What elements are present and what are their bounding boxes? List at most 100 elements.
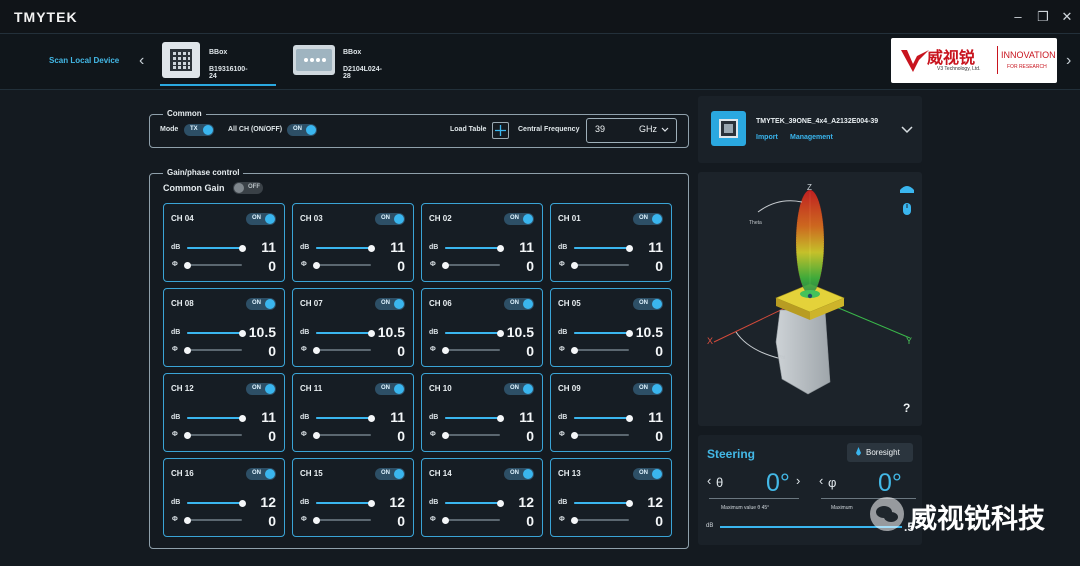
phase-slider[interactable] [570, 516, 629, 524]
theta-decrease-button[interactable]: ‹ [707, 473, 712, 488]
db-slider[interactable] [445, 244, 504, 252]
phase-slider[interactable] [570, 346, 629, 354]
restore-button[interactable]: ❐ [1037, 9, 1049, 24]
view-reset-icon[interactable] [898, 182, 916, 194]
db-slider[interactable] [574, 244, 633, 252]
phase-slider-thumb[interactable] [570, 516, 578, 524]
channel-toggle[interactable]: ON [633, 383, 663, 395]
phase-slider-thumb[interactable] [441, 516, 449, 524]
db-slider-thumb[interactable] [496, 244, 504, 252]
db-slider-thumb[interactable] [625, 329, 633, 337]
phase-slider-thumb[interactable] [570, 431, 578, 439]
channel-toggle[interactable]: ON [375, 298, 405, 310]
phase-slider[interactable] [183, 516, 242, 524]
phase-slider-thumb[interactable] [312, 516, 320, 524]
phase-slider-thumb[interactable] [312, 261, 320, 269]
channel-toggle[interactable]: ON [504, 468, 534, 480]
chevron-down-icon[interactable] [901, 126, 913, 134]
db-slider-thumb[interactable] [238, 499, 246, 507]
db-slider[interactable] [574, 414, 633, 422]
minimize-button[interactable]: – [1014, 9, 1022, 24]
phase-slider-thumb[interactable] [312, 346, 320, 354]
phase-slider[interactable] [183, 431, 242, 439]
db-slider-thumb[interactable] [238, 329, 246, 337]
phase-slider-thumb[interactable] [312, 431, 320, 439]
theta-increase-button[interactable]: › [796, 473, 801, 488]
phase-slider-thumb[interactable] [183, 431, 191, 439]
channel-toggle[interactable]: ON [633, 468, 663, 480]
phase-slider-thumb[interactable] [441, 346, 449, 354]
db-slider-thumb[interactable] [367, 329, 375, 337]
db-slider-thumb[interactable] [367, 244, 375, 252]
channel-toggle[interactable]: ON [633, 213, 663, 225]
phase-slider-thumb[interactable] [570, 346, 578, 354]
phase-slider[interactable] [312, 346, 371, 354]
db-slider-thumb[interactable] [496, 499, 504, 507]
allch-toggle[interactable]: ON [287, 124, 317, 136]
db-slider[interactable] [445, 329, 504, 337]
chevron-left-icon[interactable]: ‹ [139, 52, 145, 69]
phase-slider-thumb[interactable] [570, 261, 578, 269]
phase-slider[interactable] [441, 431, 500, 439]
phase-slider-thumb[interactable] [183, 516, 191, 524]
help-button[interactable]: ? [903, 401, 911, 415]
db-slider-thumb[interactable] [367, 414, 375, 422]
channel-toggle[interactable]: ON [375, 383, 405, 395]
phase-slider[interactable] [570, 261, 629, 269]
db-slider-thumb[interactable] [238, 414, 246, 422]
phase-slider-thumb[interactable] [441, 431, 449, 439]
db-slider[interactable] [316, 499, 375, 507]
channel-toggle[interactable]: ON [375, 468, 405, 480]
phase-slider[interactable] [441, 346, 500, 354]
db-slider[interactable] [187, 414, 246, 422]
phase-slider-thumb[interactable] [183, 261, 191, 269]
db-slider[interactable] [187, 329, 246, 337]
common-gain-toggle[interactable]: OFF [233, 182, 263, 194]
mode-toggle[interactable]: TX [184, 124, 214, 136]
boresight-button[interactable]: Boresight [847, 443, 913, 462]
channel-toggle[interactable]: ON [504, 298, 534, 310]
phase-slider-thumb[interactable] [183, 346, 191, 354]
db-slider[interactable] [187, 244, 246, 252]
db-slider-thumb[interactable] [625, 499, 633, 507]
phase-slider[interactable] [441, 261, 500, 269]
import-link[interactable]: Import [756, 134, 778, 141]
channel-toggle[interactable]: ON [246, 213, 276, 225]
channel-toggle[interactable]: ON [375, 213, 405, 225]
management-link[interactable]: Management [790, 134, 833, 141]
phi-value[interactable]: 0° [878, 469, 902, 497]
mouse-icon[interactable] [901, 202, 913, 216]
db-slider[interactable] [316, 244, 375, 252]
phase-slider[interactable] [441, 516, 500, 524]
channel-toggle[interactable]: ON [246, 383, 276, 395]
central-frequency-select[interactable]: 39 GHz [586, 118, 677, 143]
db-slider-thumb[interactable] [625, 414, 633, 422]
db-slider-thumb[interactable] [367, 499, 375, 507]
db-slider[interactable] [316, 329, 375, 337]
db-slider[interactable] [574, 499, 633, 507]
theta-value[interactable]: 0° [766, 469, 790, 497]
channel-toggle[interactable]: ON [504, 213, 534, 225]
phase-slider[interactable] [570, 431, 629, 439]
beam-3d-viewer[interactable]: Z X Y Theta Phi ? [698, 172, 922, 426]
db-slider-thumb[interactable] [496, 414, 504, 422]
phase-slider[interactable] [183, 346, 242, 354]
db-slider-thumb[interactable] [625, 244, 633, 252]
chevron-right-icon[interactable]: › [1066, 52, 1072, 69]
close-button[interactable]: ✕ [1061, 9, 1073, 24]
channel-toggle[interactable]: ON [246, 298, 276, 310]
db-slider[interactable] [445, 414, 504, 422]
steering-db-slider[interactable] [720, 526, 902, 528]
scan-local-device-link[interactable]: Scan Local Device [49, 56, 120, 65]
db-slider-thumb[interactable] [496, 329, 504, 337]
phase-slider-thumb[interactable] [441, 261, 449, 269]
channel-toggle[interactable]: ON [504, 383, 534, 395]
channel-toggle[interactable]: ON [633, 298, 663, 310]
phase-slider[interactable] [312, 261, 371, 269]
phi-decrease-button[interactable]: ‹ [819, 473, 824, 488]
phase-slider[interactable] [183, 261, 242, 269]
db-slider[interactable] [574, 329, 633, 337]
channel-toggle[interactable]: ON [246, 468, 276, 480]
db-slider-thumb[interactable] [238, 244, 246, 252]
db-slider[interactable] [316, 414, 375, 422]
